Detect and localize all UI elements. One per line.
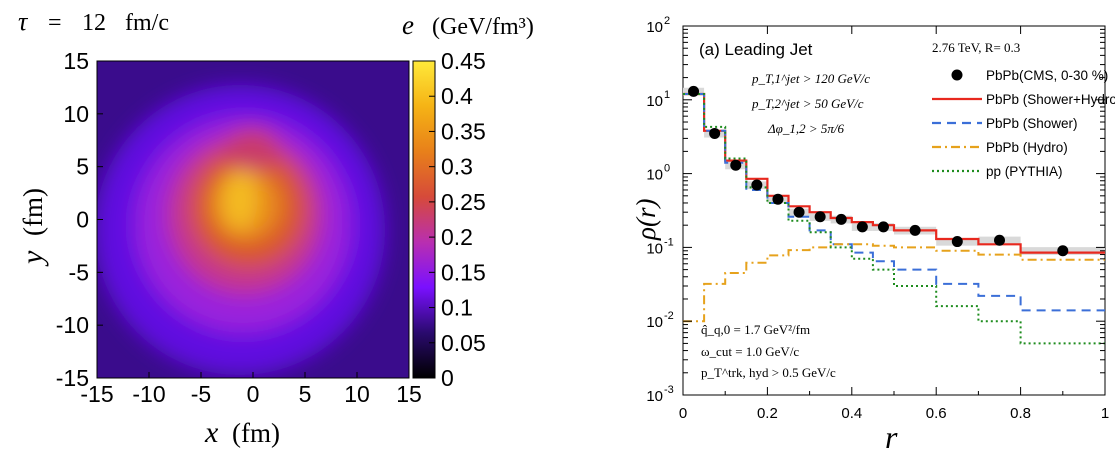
series-line-dotted bbox=[683, 93, 1105, 345]
jet-y-tick-exponent: -2 bbox=[664, 310, 674, 322]
data-point bbox=[877, 221, 889, 233]
data-point bbox=[709, 127, 721, 139]
heatmap-y-tick-label: 0 bbox=[76, 207, 89, 233]
legend-label: PbPb (Shower) bbox=[986, 116, 1078, 131]
colorbar-unit: (GeV/fm³) bbox=[432, 14, 534, 40]
data-point bbox=[688, 85, 700, 97]
heat-hotspot bbox=[222, 170, 258, 230]
jet-x-tick-label: 1 bbox=[1101, 405, 1109, 422]
colorbar-tick-label: 0.35 bbox=[441, 118, 486, 144]
jet-y-tick-label: 10 bbox=[646, 93, 663, 110]
colorbar-tick-label: 0.4 bbox=[441, 83, 473, 109]
data-point bbox=[994, 234, 1005, 246]
heat-hook bbox=[224, 128, 280, 172]
colorbar-tick-label: 0.25 bbox=[441, 189, 486, 215]
heatmap-panel: τ = 12 fm/c e (GeV/fm³) -15 -10 -5 0 5 10 15 1… bbox=[16, 7, 534, 449]
data-point bbox=[909, 224, 921, 236]
data-point bbox=[814, 211, 826, 223]
heatmap-x-tick-label: -15 bbox=[80, 381, 113, 407]
heatmap-xlabel-unit: (fm) bbox=[232, 418, 280, 448]
param-annotation-2: ω_cut = 1.0 GeV/c bbox=[701, 344, 799, 359]
heatmap-x-tick-label: 0 bbox=[247, 381, 260, 407]
heatmap-x-ticks: -15 -10 -5 0 5 10 15 bbox=[80, 372, 422, 407]
jet-y-tick-exponent: 2 bbox=[664, 15, 670, 27]
jet-y-tick-exponent: 1 bbox=[664, 89, 670, 101]
heatmap-x-tick-label: 10 bbox=[344, 381, 370, 407]
data-point bbox=[835, 213, 847, 225]
colorbar-tick-label: 0.1 bbox=[441, 295, 473, 321]
panel-label: (a) Leading Jet bbox=[699, 40, 813, 59]
colorbar-label: e bbox=[402, 10, 414, 40]
legend-label: pp (PYTHIA) bbox=[986, 164, 1063, 179]
data-point bbox=[951, 236, 963, 248]
colorbar-tick-label: 0.2 bbox=[441, 224, 473, 250]
data-point bbox=[730, 159, 742, 171]
param-annotation-1: q̂_q,0 = 1.7 GeV²/fm bbox=[701, 322, 810, 337]
plot-frame bbox=[682, 25, 1106, 396]
jet-x-tick-label: 0.8 bbox=[1010, 405, 1031, 422]
cut-annotation-1: p_T,1^jet > 120 GeV/c bbox=[751, 71, 870, 86]
param-annotation-3: p_T^trk, hyd > 0.5 GeV/c bbox=[701, 365, 836, 380]
heatmap-area bbox=[97, 61, 409, 378]
energy-annotation: 2.76 TeV, R= 0.3 bbox=[932, 40, 1020, 55]
heatmap-title-value: 12 bbox=[82, 10, 106, 36]
heatmap-x-tick-label: 5 bbox=[299, 381, 312, 407]
legend-marker bbox=[951, 69, 963, 81]
data-point bbox=[1057, 245, 1069, 257]
jet-y-tick-label: 10 bbox=[646, 240, 663, 257]
heatmap-y-tick-label: -15 bbox=[56, 365, 89, 391]
heatmap-title-unit: fm/c bbox=[125, 10, 169, 36]
legend-label: PbPb(CMS, 0-30 %) bbox=[986, 68, 1108, 83]
jet-y-tick-label: 10 bbox=[646, 388, 663, 405]
jet-xlabel: r bbox=[885, 419, 898, 454]
heatmap-y-tick-label: -5 bbox=[69, 259, 89, 285]
jet-x-ticks: 0 0.2 0.4 0.6 0.8 1 bbox=[679, 26, 1109, 422]
colorbar bbox=[412, 60, 436, 379]
colorbar-ticks: 0.45 0.4 0.35 0.3 0.25 0.2 0.15 0.1 0.05 0 bbox=[429, 48, 486, 391]
jet-y-tick-exponent: 0 bbox=[664, 163, 670, 175]
jet-y-tick-exponent: -1 bbox=[664, 236, 674, 248]
series-line-dashdot bbox=[683, 243, 1105, 323]
heatmap-x-tick-label: -10 bbox=[132, 381, 165, 407]
jet-y-tick-label: 10 bbox=[646, 314, 663, 331]
heatmap-y-tick-label: 10 bbox=[63, 101, 89, 127]
heatmap-x-tick-label: 15 bbox=[396, 381, 422, 407]
colorbar-tick-label: 0.05 bbox=[441, 330, 486, 356]
legend: PbPb(CMS, 0-30 %) PbPb (Shower+Hydro) PbPb… bbox=[932, 68, 1115, 179]
data-point bbox=[772, 193, 784, 205]
legend-label: PbPb (Shower+Hydro) bbox=[986, 92, 1115, 107]
cut-annotation-3: Δφ_1,2 > 5π/6 bbox=[767, 121, 844, 136]
jet-x-tick-label: 0.6 bbox=[926, 405, 947, 422]
jet-y-tick-label: 10 bbox=[646, 167, 663, 184]
heatmap-y-tick-label: -10 bbox=[56, 312, 89, 338]
jet-x-tick-label: 0.4 bbox=[841, 405, 862, 422]
jet-y-tick-label: 10 bbox=[646, 19, 663, 36]
heatmap-y-ticks: 15 10 5 0 -5 -10 -15 bbox=[56, 48, 103, 391]
data-point bbox=[793, 206, 805, 218]
colorbar-tick-label: 0 bbox=[441, 365, 454, 391]
jet-y-tick-exponent: -3 bbox=[664, 384, 674, 396]
jet-x-tick-label: 0 bbox=[679, 405, 687, 422]
data-point bbox=[751, 179, 763, 191]
colorbar-tick-label: 0.3 bbox=[441, 154, 473, 180]
colorbar-tick-label: 0.45 bbox=[441, 48, 486, 74]
heatmap-ylabel: y bbox=[16, 250, 49, 267]
colorbar-tick-label: 0.15 bbox=[441, 259, 486, 285]
heatmap-ylabel-unit: (fm) bbox=[18, 188, 48, 236]
heatmap-x-tick-label: -5 bbox=[191, 381, 211, 407]
heatmap-xlabel: x bbox=[204, 416, 219, 449]
heatmap-y-tick-label: 15 bbox=[63, 48, 89, 74]
jet-x-tick-label: 0.2 bbox=[757, 405, 778, 422]
heatmap-y-tick-label: 5 bbox=[76, 154, 89, 180]
heatmap-title-equals: = bbox=[48, 10, 62, 36]
cut-annotation-2: p_T,2^jet > 50 GeV/c bbox=[751, 96, 864, 111]
legend-label: PbPb (Hydro) bbox=[986, 140, 1068, 155]
heatmap-title-tau: τ bbox=[18, 7, 29, 36]
jet-ylabel: ρ(r) bbox=[631, 199, 661, 241]
data-point bbox=[856, 221, 868, 233]
